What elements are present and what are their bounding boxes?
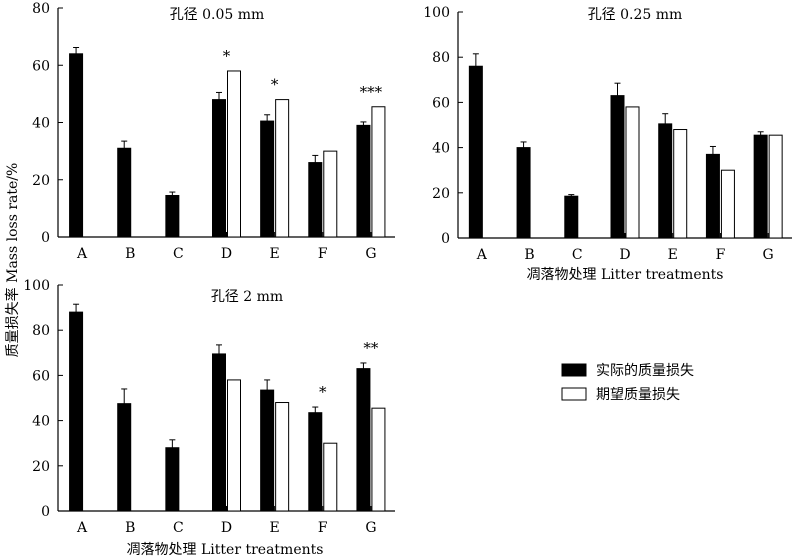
bar-actual [705, 153, 720, 239]
y-axis-label: 质量损失率 Mass loss rate/% [4, 163, 21, 358]
bar-expected [227, 379, 241, 512]
x-tick-label: F [716, 247, 726, 263]
x-tick-label: D [221, 520, 232, 536]
x-tick-label: B [125, 246, 135, 262]
x-tick-label: A [476, 247, 488, 263]
panel-pore-0-05mm: 孔径 0.05 mm 0 20 40 60 80 A B C D * E * F G *** [32, 1, 395, 262]
panel-pore-2mm: 孔径 2 mm 凋落物处理 Litter treatments 0 20 40 60 8… [23, 278, 395, 558]
y-tick-label: 80 [432, 50, 450, 66]
panel-title: 孔径 2 mm [211, 289, 283, 305]
y-tick-label: 60 [32, 368, 50, 384]
x-axis-label: 凋落物处理 Litter treatments [527, 267, 724, 283]
legend-label-expected: 期望质量损失 [596, 387, 680, 403]
bar-actual [356, 368, 371, 512]
bar-actual [117, 403, 132, 512]
bar-actual [212, 99, 226, 238]
bar-actual [69, 53, 84, 238]
bar-expected [323, 150, 338, 238]
x-tick-label: A [76, 246, 88, 262]
x-tick-label: F [318, 520, 328, 536]
y-tick-label: 100 [423, 5, 450, 21]
x-tick-label: E [270, 520, 280, 536]
x-tick-label: G [365, 520, 376, 536]
y-tick-label: 20 [432, 186, 450, 202]
x-tick-label: B [524, 247, 534, 263]
x-tick-label: D [221, 246, 232, 262]
bar-actual [165, 194, 180, 238]
significance-marker: ** [363, 339, 379, 357]
legend: 实际的质量损失 期望质量损失 [561, 363, 694, 403]
x-tick-label: D [619, 247, 630, 263]
y-tick-label: 60 [432, 95, 450, 111]
bar-actual [610, 95, 625, 239]
bar-expected [625, 106, 640, 239]
bar-actual [658, 123, 673, 239]
x-tick-label: A [76, 520, 88, 536]
bar-expected [227, 70, 241, 238]
y-tick-label: 80 [32, 1, 50, 17]
bar-actual [308, 162, 323, 238]
bar-actual [212, 353, 226, 512]
y-tick-label: 0 [41, 230, 50, 246]
bar-expected [720, 169, 735, 239]
bar-actual [260, 389, 275, 512]
x-tick-label: E [668, 247, 678, 263]
y-tick-label: 60 [32, 58, 50, 74]
y-tick-label: 0 [41, 504, 50, 520]
x-tick-label: E [270, 246, 280, 262]
y-tick-label: 40 [432, 141, 450, 157]
x-tick-label: G [365, 246, 376, 262]
bar-expected [371, 106, 386, 238]
significance-marker: * [223, 47, 231, 65]
y-tick-label: 100 [23, 278, 50, 294]
x-tick-label: G [763, 247, 774, 263]
y-tick-label: 40 [32, 414, 50, 430]
bar-actual [753, 134, 768, 239]
x-tick-label: C [173, 520, 184, 536]
y-tick-label: 20 [32, 459, 50, 475]
legend-swatch-expected [561, 387, 587, 401]
x-tick-label: B [125, 520, 135, 536]
significance-marker: * [319, 383, 327, 401]
panel-title: 孔径 0.25 mm [588, 7, 683, 23]
y-tick-label: 20 [32, 173, 50, 189]
x-tick-label: C [173, 246, 184, 262]
bar-actual [564, 195, 579, 239]
y-tick-label: 40 [32, 116, 50, 132]
bar-actual [69, 311, 84, 512]
legend-swatch-actual [561, 363, 587, 377]
bar-expected [323, 442, 338, 512]
bar-expected [673, 129, 688, 239]
y-tick-label: 0 [441, 231, 450, 247]
significance-marker: * [271, 76, 279, 94]
legend-label-actual: 实际的质量损失 [596, 363, 694, 379]
bar-expected [768, 134, 783, 239]
bar-actual [468, 65, 483, 239]
bar-expected [371, 407, 386, 512]
bar-actual [165, 447, 180, 512]
significance-marker: *** [360, 83, 383, 101]
panel-pore-0-25mm: 孔径 0.25 mm 凋落物处理 Litter treatments 0 20 40… [423, 5, 792, 283]
bar-actual [117, 147, 132, 238]
y-tick-label: 80 [32, 323, 50, 339]
bar-actual [308, 412, 323, 512]
x-tick-label: F [318, 246, 328, 262]
panel-title: 孔径 0.05 mm [170, 7, 265, 23]
bar-actual [356, 124, 371, 238]
bar-expected [275, 99, 290, 238]
bar-actual [260, 120, 275, 238]
x-tick-label: C [572, 247, 583, 263]
x-axis-label: 凋落物处理 Litter treatments [127, 542, 324, 558]
bar-expected [275, 402, 290, 512]
bar-actual [516, 147, 531, 239]
